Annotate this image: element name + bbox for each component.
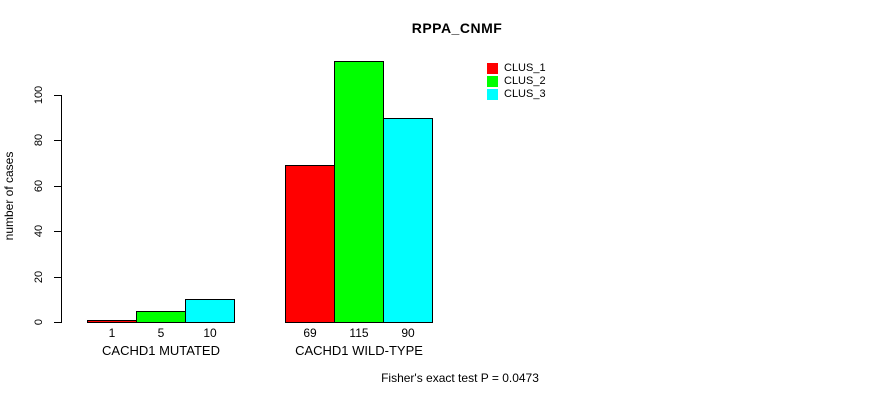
y-axis-label: number of cases	[2, 151, 16, 241]
legend-swatch-icon	[487, 88, 498, 100]
legend: CLUS_1 CLUS_2 CLUS_3	[487, 62, 546, 101]
y-axis-tick-label: 100	[33, 85, 45, 105]
bar-value-label: 1	[108, 326, 116, 340]
bar-clus_3-mutated	[185, 299, 235, 323]
y-axis-tick	[54, 140, 61, 141]
y-axis-tick	[54, 95, 61, 96]
legend-item-clus_2: CLUS_2	[487, 75, 546, 87]
bar-clus_3-wild-type	[383, 118, 433, 323]
bar-value-label: 115	[349, 326, 369, 340]
legend-item-clus_3: CLUS_3	[487, 88, 546, 100]
chart-title: RPPA_CNMF	[411, 20, 503, 36]
y-axis-tick	[54, 231, 61, 232]
legend-swatch-icon	[487, 62, 498, 74]
x-category-label: CACHD1 WILD-TYPE	[295, 343, 423, 358]
y-axis-tick	[54, 277, 61, 278]
y-axis-tick	[54, 322, 61, 323]
y-axis-line	[61, 95, 62, 323]
bar-clus_1-wild-type	[285, 165, 335, 323]
bar-value-label: 69	[303, 326, 317, 340]
x-category-label: CACHD1 MUTATED	[102, 343, 220, 358]
y-axis-tick	[54, 186, 61, 187]
legend-swatch-icon	[487, 75, 498, 87]
bar-clus_2-wild-type	[334, 61, 384, 323]
y-axis-tick-label: 0	[33, 318, 45, 326]
bar-clus_2-mutated	[136, 311, 186, 323]
legend-item-clus_1: CLUS_1	[487, 62, 546, 74]
bar-value-label: 90	[401, 326, 415, 340]
bar-value-label: 10	[203, 326, 217, 340]
y-axis-tick-label: 40	[33, 224, 45, 238]
legend-label: CLUS_3	[504, 88, 546, 100]
legend-label: CLUS_2	[504, 75, 546, 87]
y-axis-tick-label: 20	[33, 270, 45, 284]
bar-clus_1-mutated	[87, 320, 137, 323]
y-axis-tick-label: 60	[33, 179, 45, 193]
bar-value-label: 5	[157, 326, 165, 340]
pvalue-annotation: Fisher's exact test P = 0.0473	[381, 371, 539, 385]
legend-label: CLUS_1	[504, 62, 546, 74]
y-axis-tick-label: 80	[33, 133, 45, 147]
